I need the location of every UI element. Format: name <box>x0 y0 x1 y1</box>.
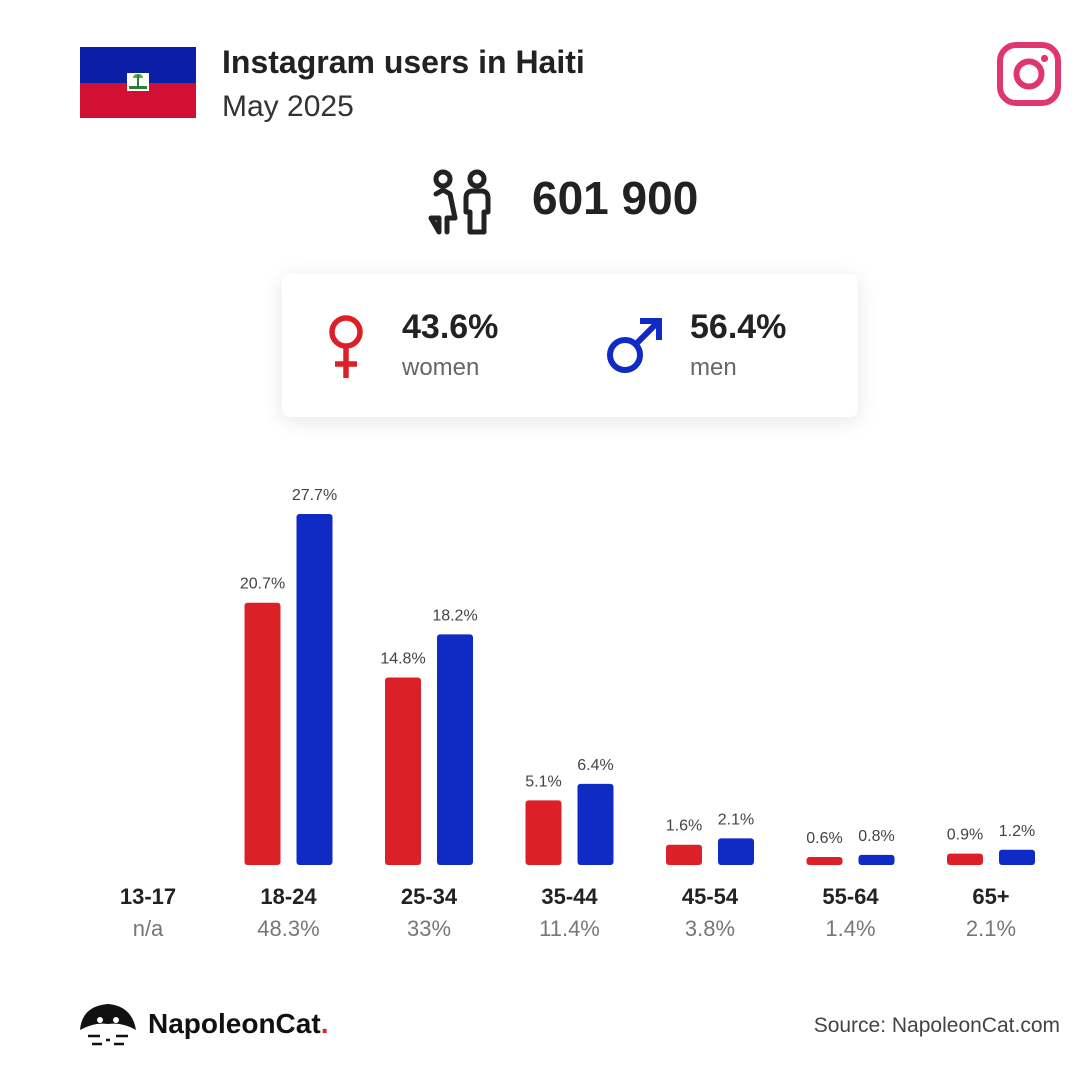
bar-men-18-24 <box>296 514 333 865</box>
bar-label-women-25-34: 14.8% <box>380 650 425 667</box>
bar-men-35-44 <box>577 783 614 865</box>
men-percentage: 56.4% <box>690 308 787 346</box>
bar-label-women-65+: 0.9% <box>947 827 983 844</box>
bar-women-45-54 <box>666 844 702 865</box>
source-credit: Source: NapoleonCat.com <box>813 1014 1060 1037</box>
male-symbol-icon <box>607 318 662 373</box>
brand-name: NapoleonCat. <box>148 1008 328 1040</box>
bar-label-women-18-24: 20.7% <box>240 576 285 593</box>
bar-label-men-45-54: 2.1% <box>718 811 754 828</box>
instagram-icon <box>997 42 1061 106</box>
bar-men-55-64 <box>858 854 895 865</box>
haiti-flag <box>80 47 196 118</box>
category-total-13-17: n/a <box>132 916 164 941</box>
category-name-55-64: 55-64 <box>822 884 879 909</box>
category-name-13-17: 13-17 <box>119 884 177 909</box>
category-total-45-54: 3.8% <box>684 916 736 941</box>
people-icon <box>428 169 491 235</box>
category-total-18-24: 48.3% <box>257 916 320 941</box>
bar-label-women-55-64: 0.6% <box>806 830 842 847</box>
page-title: Instagram users in Haiti <box>222 44 585 80</box>
bar-label-men-25-34: 18.2% <box>432 607 477 624</box>
bar-label-men-65+: 1.2% <box>999 823 1035 840</box>
bar-women-65+ <box>947 853 983 865</box>
bar-men-25-34 <box>437 634 473 865</box>
bar-label-men-55-64: 0.8% <box>858 828 894 845</box>
category-total-55-64: 1.4% <box>825 916 876 941</box>
bar-women-18-24 <box>244 602 281 865</box>
age-gender-bar-chart: 20.7% 27.7% 14.8% 18.2% 5.1% 6.4% 1.6% 2.1% 0.6%… <box>240 487 1035 865</box>
brand-text: NapoleonCat <box>148 1008 321 1039</box>
category-name-65+: 65+ <box>972 884 1010 909</box>
category-name-25-34: 25-34 <box>400 884 458 909</box>
bar-women-55-64 <box>806 857 843 865</box>
women-label: women <box>402 354 480 381</box>
napoleoncat-logo-icon <box>80 1004 136 1046</box>
bar-men-45-54 <box>718 838 754 865</box>
women-percentage: 43.6% <box>402 308 499 346</box>
category-name-35-44: 35-44 <box>541 884 598 909</box>
total-users-value: 601 900 <box>532 172 699 224</box>
brand-dot: . <box>320 1008 329 1039</box>
men-label: men <box>690 354 737 381</box>
flag-coat-of-arms <box>127 73 149 91</box>
category-total-25-34: 33% <box>406 916 452 941</box>
bar-label-men-35-44: 6.4% <box>577 757 613 774</box>
category-name-18-24: 18-24 <box>260 884 317 909</box>
gender-split-card: 43.6% women 56.4% men <box>282 274 858 417</box>
bar-label-women-45-54: 1.6% <box>666 818 702 835</box>
category-name-45-54: 45-54 <box>681 884 739 909</box>
female-symbol-icon <box>329 315 363 378</box>
category-total-35-44: 11.4% <box>539 916 600 941</box>
bar-label-men-18-24: 27.7% <box>292 487 337 504</box>
bar-men-65+ <box>999 849 1035 865</box>
bar-women-35-44 <box>525 800 562 865</box>
page-subtitle: May 2025 <box>222 90 354 123</box>
category-total-65+: 2.1% <box>965 916 1017 941</box>
bar-label-women-35-44: 5.1% <box>525 773 561 790</box>
bar-women-25-34 <box>385 677 421 865</box>
